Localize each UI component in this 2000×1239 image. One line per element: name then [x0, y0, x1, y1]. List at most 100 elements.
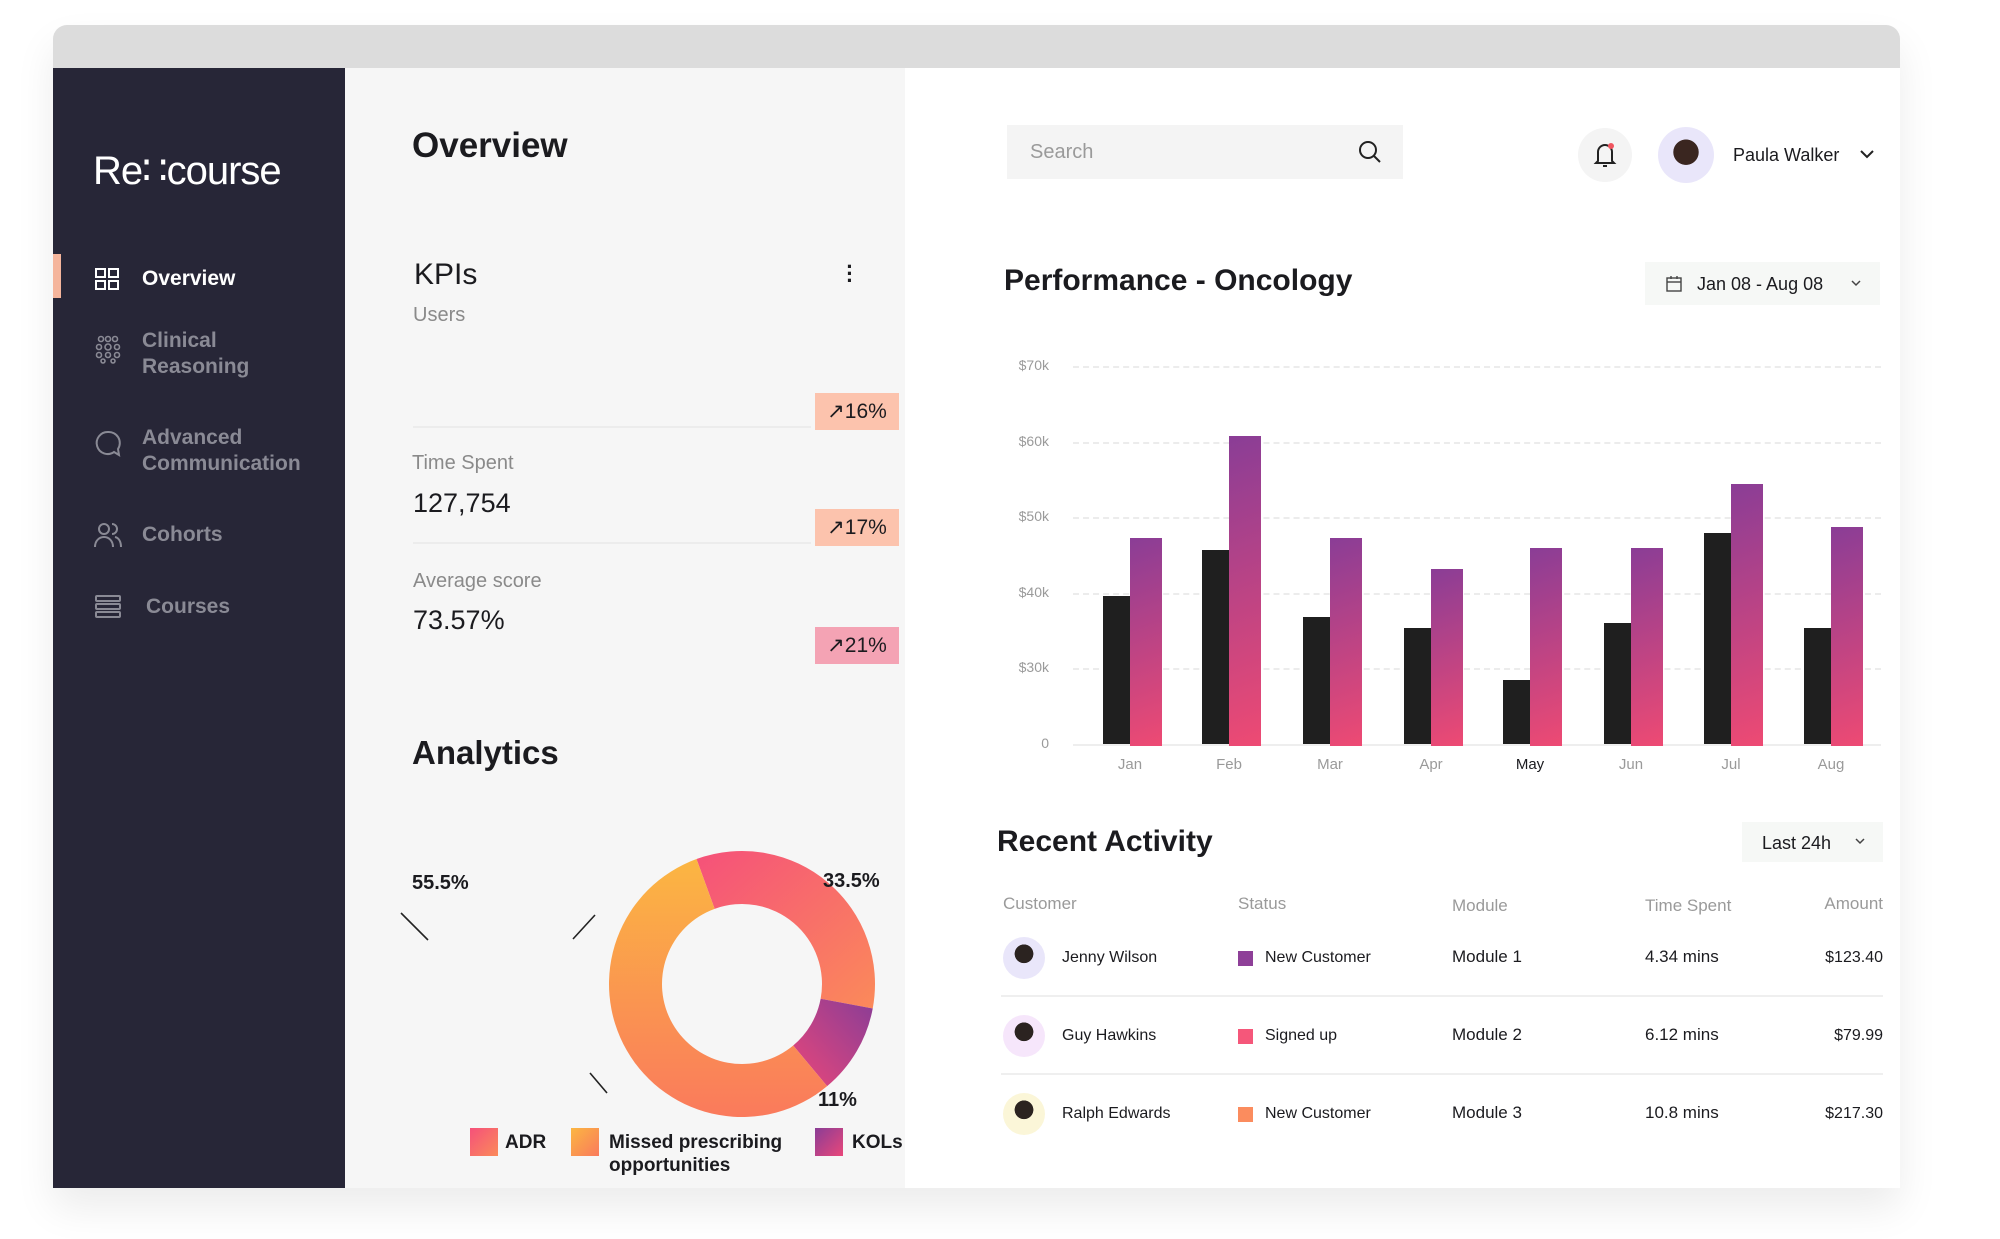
bar-series-1-Jan	[1103, 595, 1130, 744]
x-tick-label: Jan	[1117, 756, 1143, 773]
column-module: Module	[1452, 896, 1508, 915]
logo: Re∷course	[93, 149, 282, 193]
trend-up-icon: ↗	[827, 400, 845, 423]
grid-icon	[95, 268, 119, 290]
bar-series-1-Mar	[1303, 616, 1330, 744]
kpi-change: 16%	[844, 399, 887, 423]
bar-series-2-Jan	[1130, 537, 1162, 746]
sidebar-item-courses[interactable]: Courses	[53, 592, 345, 622]
chevron-down-icon	[1851, 280, 1861, 287]
more-options-icon[interactable]: · · ·	[846, 254, 854, 293]
donut-chart	[400, 851, 875, 1117]
kpi-users-label: Users	[413, 304, 466, 326]
label-red: 33.5%	[823, 870, 880, 892]
gridline	[1073, 744, 1881, 746]
time-spent-text: 10.8 mins	[1645, 1103, 1719, 1122]
x-tick-label: May	[1515, 756, 1545, 773]
customer-avatar	[1003, 1093, 1045, 1135]
x-tick-label: Mar	[1317, 756, 1343, 773]
performance-title: Performance - Oncology	[1004, 264, 1353, 297]
activity-title: Recent Activity	[997, 825, 1213, 858]
legend-adr: ADR	[505, 1132, 547, 1153]
sidebar-item-overview[interactable]: Overview	[53, 264, 345, 294]
date-range-value: Jan 08 - Aug 08	[1697, 274, 1824, 294]
x-tick-label: Jun	[1618, 756, 1644, 773]
x-tick-label: Jul	[1721, 756, 1741, 773]
status-indicator	[1238, 1107, 1253, 1122]
bar-series-1-May	[1503, 680, 1530, 744]
row-divider	[1001, 995, 1883, 997]
customer-name: Guy Hawkins	[1062, 1027, 1157, 1044]
legend-missed: Missed prescribing opportunities	[609, 1132, 783, 1176]
list-icon	[95, 595, 121, 618]
y-tick-label: $30k	[1018, 659, 1049, 676]
gridline	[1073, 592, 1881, 595]
legend-kols: KOLs	[852, 1132, 903, 1153]
table-row[interactable]: Ralph Edwards New Customer Module 3 10.8…	[905, 1074, 1900, 1152]
row-divider	[1001, 1073, 1883, 1075]
customer-name: Ralph Edwards	[1062, 1105, 1171, 1122]
bar-series-1-Feb	[1202, 549, 1229, 744]
window-titlebar	[53, 25, 1900, 68]
bar-series-2-May	[1530, 548, 1562, 746]
amount-text: $79.99	[1834, 1027, 1883, 1044]
status-text: New Customer	[1265, 949, 1371, 966]
sidebar-item-cohorts[interactable]: Cohorts	[53, 520, 345, 550]
filter-value: Last 24h	[1762, 833, 1832, 853]
sidebar-item-label: Cohorts	[142, 523, 223, 546]
kpi-change: 21%	[844, 633, 887, 657]
chevron-down-icon	[1855, 838, 1865, 845]
date-range-dropdown[interactable]: Jan 08 - Aug 08	[1645, 262, 1880, 305]
kpi-score-label: Average score	[413, 570, 542, 592]
kpi-score-value: 73.57%	[413, 605, 505, 635]
users-icon	[94, 523, 122, 548]
x-tick-label: Aug	[1817, 756, 1845, 773]
bar-series-1-Apr	[1404, 628, 1431, 744]
y-tick-label: 0	[1041, 735, 1049, 751]
module-text: Module 2	[1452, 1025, 1522, 1044]
kpi-time-badge: ↗ 17%	[815, 509, 899, 546]
app-window: Re∷course Overview Clinical Reasoning Ad…	[53, 25, 1900, 1188]
notifications-button[interactable]	[1578, 128, 1632, 182]
table-row[interactable]: Jenny Wilson New Customer Module 1 4.34 …	[905, 918, 1900, 997]
time-spent-text: 4.34 mins	[1645, 947, 1719, 966]
bar-series-2-Jul	[1731, 483, 1763, 746]
user-name[interactable]: Paula Walker	[1733, 145, 1840, 165]
activity-filter-dropdown[interactable]: Last 24h	[1742, 822, 1883, 862]
main-panel: Search Paula Walker Performance - Oncolo…	[905, 68, 1900, 1188]
calendar-icon	[1666, 276, 1682, 292]
customer-avatar	[1003, 937, 1045, 979]
sidebar-item-label: Clinical Reasoning	[142, 329, 250, 378]
table-row[interactable]: Guy Hawkins Signed up Module 2 6.12 mins…	[905, 996, 1900, 1075]
donut-segment-orange	[609, 859, 828, 1117]
status-text: New Customer	[1265, 1105, 1371, 1122]
column-time-spent: Time Spent	[1645, 896, 1732, 915]
active-indicator	[53, 254, 61, 298]
y-tick-label: $40k	[1018, 583, 1049, 600]
kpi-change: 17%	[844, 515, 887, 539]
leader-line	[589, 1072, 608, 1094]
sidebar: Re∷course Overview Clinical Reasoning Ad…	[53, 68, 345, 1188]
status-text: Signed up	[1265, 1027, 1338, 1044]
chat-bubble-icon	[95, 430, 121, 457]
bar-series-2-Aug	[1831, 527, 1863, 746]
user-avatar[interactable]	[1658, 127, 1714, 183]
search-placeholder: Search	[1030, 141, 1094, 163]
sidebar-item-clinical-reasoning[interactable]: Clinical Reasoning	[53, 328, 345, 384]
time-spent-text: 6.12 mins	[1645, 1025, 1719, 1044]
bar-chart: 0 $30k $40k $50k $60k $70k Jan Feb Mar Apr May Jun J…	[53, 25, 1900, 900]
search-icon[interactable]	[1357, 139, 1383, 165]
gridline	[1073, 517, 1881, 520]
y-tick-label: $70k	[1018, 357, 1049, 373]
chevron-down-icon[interactable]	[1859, 148, 1875, 160]
dots-cluster-icon	[95, 335, 121, 364]
page-title: Overview	[412, 126, 568, 165]
search-input[interactable]: Search	[1007, 125, 1403, 179]
customer-name: Jenny Wilson	[1062, 949, 1158, 966]
sidebar-item-advanced-communication[interactable]: Advanced Communication	[53, 425, 345, 481]
customer-avatar	[1003, 1015, 1045, 1057]
bar-series-2-Mar	[1330, 537, 1362, 746]
status-indicator	[1238, 951, 1253, 966]
bar-series-1-Aug	[1804, 627, 1831, 744]
leader-line	[400, 912, 429, 941]
